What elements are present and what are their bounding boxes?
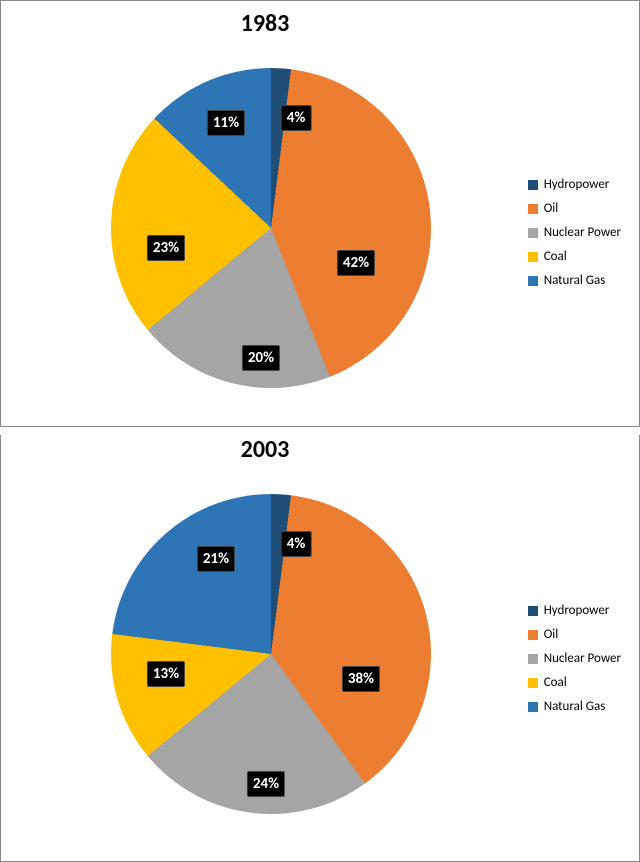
legend-label: Oil <box>544 201 559 216</box>
pie-wrap-1983: 4% 42% 20% 23% 11% <box>111 68 431 388</box>
legend-1983: Hydropower Oil Nuclear Power Coal Natural Ga… <box>528 168 621 297</box>
legend-label: Coal <box>544 249 567 264</box>
legend-label: Natural Gas <box>544 273 606 288</box>
legend-item: Coal <box>528 675 621 690</box>
chart-area-1983: 4% 42% 20% 23% 11% Hydropower Oil Nuclear Powe… <box>1 38 639 423</box>
legend-label: Nuclear Power <box>544 225 621 240</box>
legend-label: Oil <box>544 627 559 642</box>
chart-title-2003: 2003 <box>0 435 639 464</box>
slice-label: 42% <box>337 250 375 276</box>
legend-swatch <box>528 678 538 688</box>
legend-item: Hydropower <box>528 177 621 192</box>
slice-label: 20% <box>242 345 280 371</box>
slice-label: 23% <box>147 235 185 261</box>
legend-swatch <box>528 204 538 214</box>
legend-swatch <box>528 606 538 616</box>
legend-swatch <box>528 654 538 664</box>
slice-label: 4% <box>281 105 312 131</box>
pie-chart-1983 <box>111 68 431 388</box>
legend-label: Coal <box>544 675 567 690</box>
legend-label: Nuclear Power <box>544 651 621 666</box>
slice-label: 21% <box>197 546 235 572</box>
chart-panel-1983: 1983 4% 42% 20% 23% 11% Hydropower Oil Nuclear… <box>0 0 640 427</box>
legend-swatch <box>528 276 538 286</box>
legend-item: Natural Gas <box>528 699 621 714</box>
slice-label: 4% <box>281 531 312 557</box>
legend-item: Oil <box>528 201 621 216</box>
legend-swatch <box>528 252 538 262</box>
legend-label: Natural Gas <box>544 699 606 714</box>
legend-item: Nuclear Power <box>528 651 621 666</box>
legend-swatch <box>528 180 538 190</box>
chart-title-1983: 1983 <box>0 9 639 38</box>
legend-item: Natural Gas <box>528 273 621 288</box>
slice-label: 38% <box>342 666 380 692</box>
slice-label: 13% <box>147 661 185 687</box>
legend-2003: Hydropower Oil Nuclear Power Coal Natural Ga… <box>528 594 621 723</box>
legend-label: Hydropower <box>544 603 610 618</box>
chart-panel-2003: 2003 4% 38% 24% 13% 21% Hydropower Oil Nuclear… <box>0 435 640 862</box>
legend-item: Hydropower <box>528 603 621 618</box>
legend-swatch <box>528 630 538 640</box>
legend-item: Coal <box>528 249 621 264</box>
pie-wrap-2003: 4% 38% 24% 13% 21% <box>111 494 431 814</box>
legend-swatch <box>528 702 538 712</box>
legend-swatch <box>528 228 538 238</box>
slice-label: 24% <box>247 771 285 797</box>
legend-item: Oil <box>528 627 621 642</box>
slice-label: 11% <box>207 110 245 136</box>
chart-area-2003: 4% 38% 24% 13% 21% Hydropower Oil Nuclear Powe… <box>1 464 639 849</box>
legend-label: Hydropower <box>544 177 610 192</box>
legend-item: Nuclear Power <box>528 225 621 240</box>
pie-chart-2003 <box>111 494 431 814</box>
